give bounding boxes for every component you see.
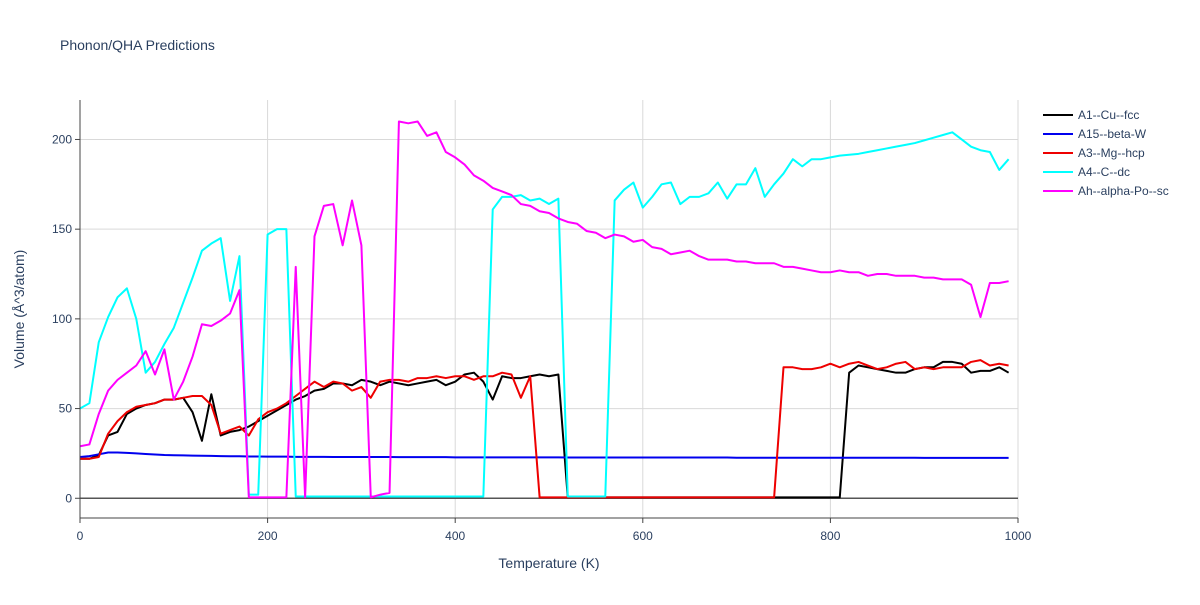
legend: A1--Cu--fcc A15--beta-W A3--Mg--hcp A4--C--…	[1043, 108, 1169, 198]
legend-label: A4--C--dc	[1078, 165, 1130, 179]
series-line	[80, 120, 1009, 499]
y-axis-label: Volume (Å^3/atom)	[11, 250, 27, 369]
series-line	[80, 359, 1009, 499]
legend-label: Ah--alpha-Po--sc	[1078, 184, 1169, 198]
legend-label: A15--beta-W	[1078, 127, 1147, 141]
series-line	[80, 360, 1010, 499]
series-line	[80, 131, 1010, 498]
legend-label: A3--Mg--hcp	[1078, 146, 1145, 160]
y-tick-label: 0	[65, 491, 72, 505]
x-tick-label: 0	[77, 529, 84, 543]
y-tick-label: 200	[52, 132, 72, 146]
axes: 0 200 400 600 800 1000 0 50 100 150 200	[52, 100, 1032, 543]
x-tick-label: 800	[820, 529, 840, 543]
chart-title: Phonon/QHA Predictions	[60, 37, 215, 53]
x-tick-label: 400	[445, 529, 465, 543]
y-tick-label: 100	[52, 312, 72, 326]
series-line	[80, 451, 1009, 459]
y-tick-label: 50	[59, 402, 73, 416]
x-axis-label: Temperature (K)	[498, 555, 599, 571]
plot-area	[80, 120, 1010, 499]
legend-label: A1--Cu--fcc	[1078, 108, 1139, 122]
x-tick-label: 1000	[1005, 529, 1032, 543]
x-tick-label: 600	[633, 529, 653, 543]
y-tick-label: 150	[52, 222, 72, 236]
x-tick-label: 200	[258, 529, 278, 543]
